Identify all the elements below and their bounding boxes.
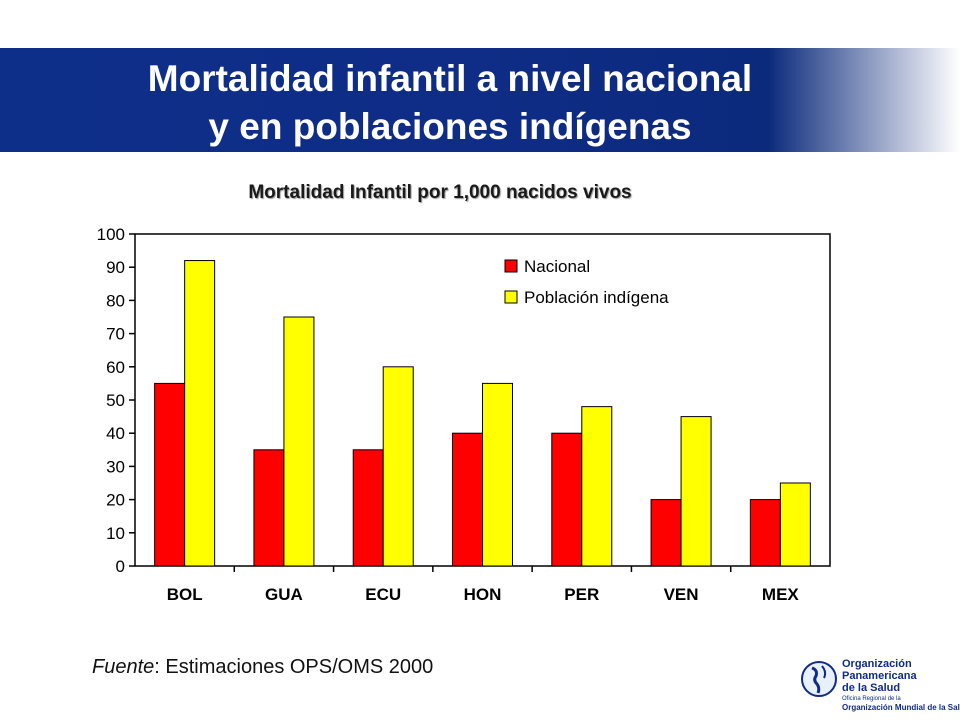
y-tick-label: 100 [97,225,125,244]
slide-title-line-1: Mortalidad infantil a nivel nacional [147,58,753,99]
legend-label: Población indígena [524,288,669,307]
y-tick-label: 20 [106,491,125,510]
x-tick-label: ECU [365,585,401,604]
logo-line-1: Organización [842,658,912,670]
bar-nacional-mex [749,499,781,567]
logo-line-3: de la Salud [842,682,901,694]
logo-line-2: Panamericana [842,670,917,682]
source-note: Fuente: Estimaciones OPS/OMS 2000 [92,656,433,679]
y-tick-label: 70 [106,325,125,344]
legend-swatch [504,259,518,273]
y-tick-label: 90 [106,258,125,277]
title-banner: Mortalidad infantil a nivel nacional y e… [0,48,960,152]
bar-indigena-hon [482,382,513,567]
y-tick-label: 80 [106,291,125,310]
logo-sub-line-2: Organización Mundial de la Salud [842,703,960,712]
bar-indigena-mex [779,482,811,567]
slide-title-line-2: y en poblaciones indígenas [208,106,692,147]
bar-indigena-gua [283,316,315,567]
x-tick-label: MEX [762,585,800,604]
globe-icon [801,661,837,697]
logo-sub-line-1: Oficina Regional de la [842,696,901,702]
y-tick-label: 40 [106,424,125,443]
x-tick-label: HON [464,585,502,604]
bar-nacional-hon [452,432,483,567]
x-tick-label: BOL [167,585,203,604]
bar-nacional-ecu [352,449,384,567]
chart-title: Mortalidad Infantil por 1,000 nacidos vi… [248,182,632,203]
x-tick-label: PER [564,585,599,604]
y-tick-label: 30 [106,457,125,476]
y-tick-label: 50 [106,391,125,410]
bar-indigena-ven [680,416,712,567]
bar-indigena-per [581,406,613,567]
y-tick-label: 10 [106,524,125,543]
paho-logo: Organización Panamericana de la Salud Of… [796,656,960,718]
legend-swatch [504,290,518,304]
bar-chart: 0 10 20 30 40 50 60 70 80 90 100 BOL GUA ECU HON PER VEN… [97,225,831,604]
y-tick-label: 60 [106,358,125,377]
bar-nacional-gua [253,449,285,567]
x-tick-label: VEN [664,585,699,604]
bar-nacional-ven [650,499,682,567]
legend-label: Nacional [524,257,590,276]
bar-indigena-bol [184,260,216,567]
source-label: Fuente [92,656,155,678]
source-text: : Estimaciones OPS/OMS 2000 [154,656,434,678]
y-tick-label: 0 [116,557,125,576]
bar-nacional-bol [154,382,186,567]
bar-indigena-ecu [382,366,414,567]
x-tick-label: GUA [265,585,303,604]
bar-nacional-per [551,432,583,567]
